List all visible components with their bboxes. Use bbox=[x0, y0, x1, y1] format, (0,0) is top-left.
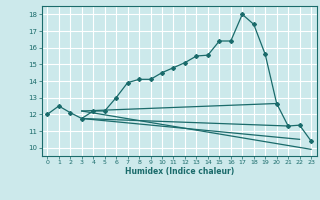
X-axis label: Humidex (Indice chaleur): Humidex (Indice chaleur) bbox=[124, 167, 234, 176]
